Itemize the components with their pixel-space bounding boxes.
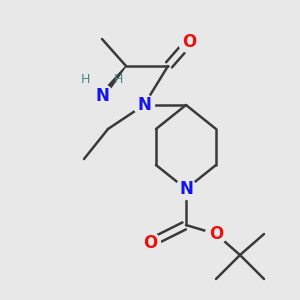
Circle shape xyxy=(176,178,197,200)
Text: H: H xyxy=(81,73,90,86)
Circle shape xyxy=(206,224,226,244)
Text: H: H xyxy=(114,73,123,86)
Circle shape xyxy=(178,32,200,52)
Circle shape xyxy=(134,94,154,116)
Text: N: N xyxy=(137,96,151,114)
Text: O: O xyxy=(143,234,157,252)
Text: O: O xyxy=(209,225,223,243)
Text: O: O xyxy=(182,33,196,51)
Text: N: N xyxy=(179,180,193,198)
Polygon shape xyxy=(100,66,126,98)
Circle shape xyxy=(140,232,160,254)
Circle shape xyxy=(91,85,113,107)
Text: N: N xyxy=(95,87,109,105)
